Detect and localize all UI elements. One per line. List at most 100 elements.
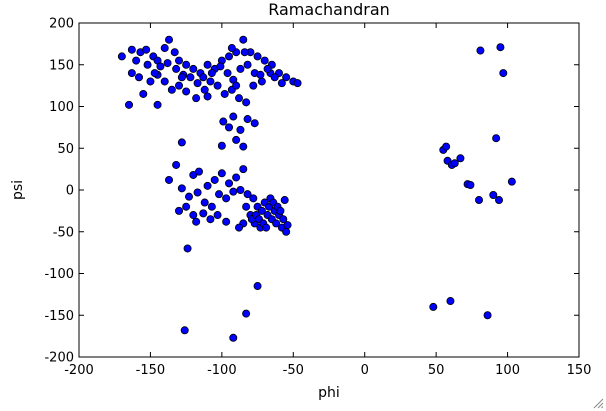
data-point <box>139 89 148 98</box>
data-point <box>256 70 265 79</box>
data-point <box>282 73 291 82</box>
data-point <box>229 112 238 121</box>
y-tick-label: 200 <box>49 17 74 32</box>
data-point <box>243 190 252 199</box>
y-tick-label: -100 <box>44 267 74 282</box>
data-point <box>270 73 279 82</box>
data-point <box>279 215 288 224</box>
data-point <box>183 244 192 253</box>
data-point <box>456 154 465 163</box>
data-point <box>276 206 285 215</box>
data-point <box>194 167 203 176</box>
data-point <box>186 73 195 82</box>
data-point <box>163 59 172 68</box>
x-tick-label: -200 <box>64 363 94 378</box>
data-point <box>200 198 209 207</box>
y-axis: -200 -150 -100 -50 0 50 100 150 200 <box>44 17 579 366</box>
data-point <box>236 125 245 134</box>
data-point <box>242 98 251 107</box>
data-point <box>193 79 202 88</box>
data-point <box>180 326 189 335</box>
data-point <box>239 142 248 151</box>
x-tick-label: -150 <box>136 363 166 378</box>
data-point <box>234 223 243 232</box>
data-point <box>492 134 501 143</box>
data-point <box>127 45 136 54</box>
data-point <box>134 73 143 82</box>
data-point <box>207 202 216 211</box>
data-point <box>239 35 248 44</box>
data-point <box>172 64 181 73</box>
x-axis-label: phi <box>318 385 340 401</box>
x-tick-label: 0 <box>361 363 369 378</box>
data-point <box>474 196 483 205</box>
data-point <box>213 211 222 220</box>
data-point <box>249 194 258 203</box>
data-point <box>224 179 233 188</box>
data-point <box>236 64 245 73</box>
data-point <box>280 196 289 205</box>
data-point <box>220 89 229 98</box>
y-tick-label: 100 <box>49 100 74 115</box>
data-point <box>442 142 451 151</box>
data-points <box>117 35 516 342</box>
data-point <box>216 62 225 71</box>
x-axis: -200 -150 -100 -50 0 50 100 150 <box>64 23 591 378</box>
data-point <box>192 217 201 226</box>
data-point <box>232 173 241 182</box>
data-point <box>177 73 186 82</box>
data-point <box>243 60 252 69</box>
data-point <box>483 311 492 320</box>
data-point <box>182 60 191 69</box>
data-point <box>496 43 505 52</box>
data-point <box>283 221 292 230</box>
data-point <box>507 177 516 186</box>
data-point <box>192 94 201 103</box>
data-point <box>263 64 272 73</box>
data-point <box>177 184 186 193</box>
y-tick-label: 0 <box>66 184 74 199</box>
data-point <box>182 202 191 211</box>
data-point <box>282 227 291 236</box>
data-point <box>125 100 134 109</box>
data-point <box>253 282 262 291</box>
data-point <box>476 46 485 55</box>
data-point <box>206 215 215 224</box>
data-point <box>224 123 233 132</box>
data-point <box>132 56 141 65</box>
resize-grip-icon[interactable] <box>592 397 604 409</box>
data-point <box>203 92 212 101</box>
data-point <box>494 196 503 205</box>
data-point <box>272 219 281 228</box>
data-point <box>174 206 183 215</box>
data-point <box>167 85 176 94</box>
data-point <box>239 165 248 174</box>
data-point <box>236 185 245 194</box>
data-point <box>260 56 269 65</box>
data-point <box>170 48 179 57</box>
data-point <box>223 69 232 78</box>
data-point <box>143 60 152 69</box>
data-point <box>184 192 193 201</box>
data-point <box>217 141 226 150</box>
data-point <box>229 187 238 196</box>
data-point <box>249 81 258 90</box>
data-point <box>199 209 208 218</box>
data-point <box>489 191 498 200</box>
data-point <box>450 159 459 168</box>
data-point <box>153 100 162 109</box>
data-point <box>227 44 236 53</box>
data-point <box>117 52 126 61</box>
data-point <box>219 117 228 126</box>
x-tick-label: -100 <box>207 363 237 378</box>
data-point <box>174 56 183 65</box>
data-point <box>189 211 198 220</box>
data-point <box>232 81 241 90</box>
data-point <box>277 79 286 88</box>
data-point <box>214 190 223 199</box>
data-point <box>232 135 241 144</box>
y-tick-label: 150 <box>49 58 74 73</box>
data-point <box>213 81 222 90</box>
y-tick-label: -200 <box>44 351 74 366</box>
